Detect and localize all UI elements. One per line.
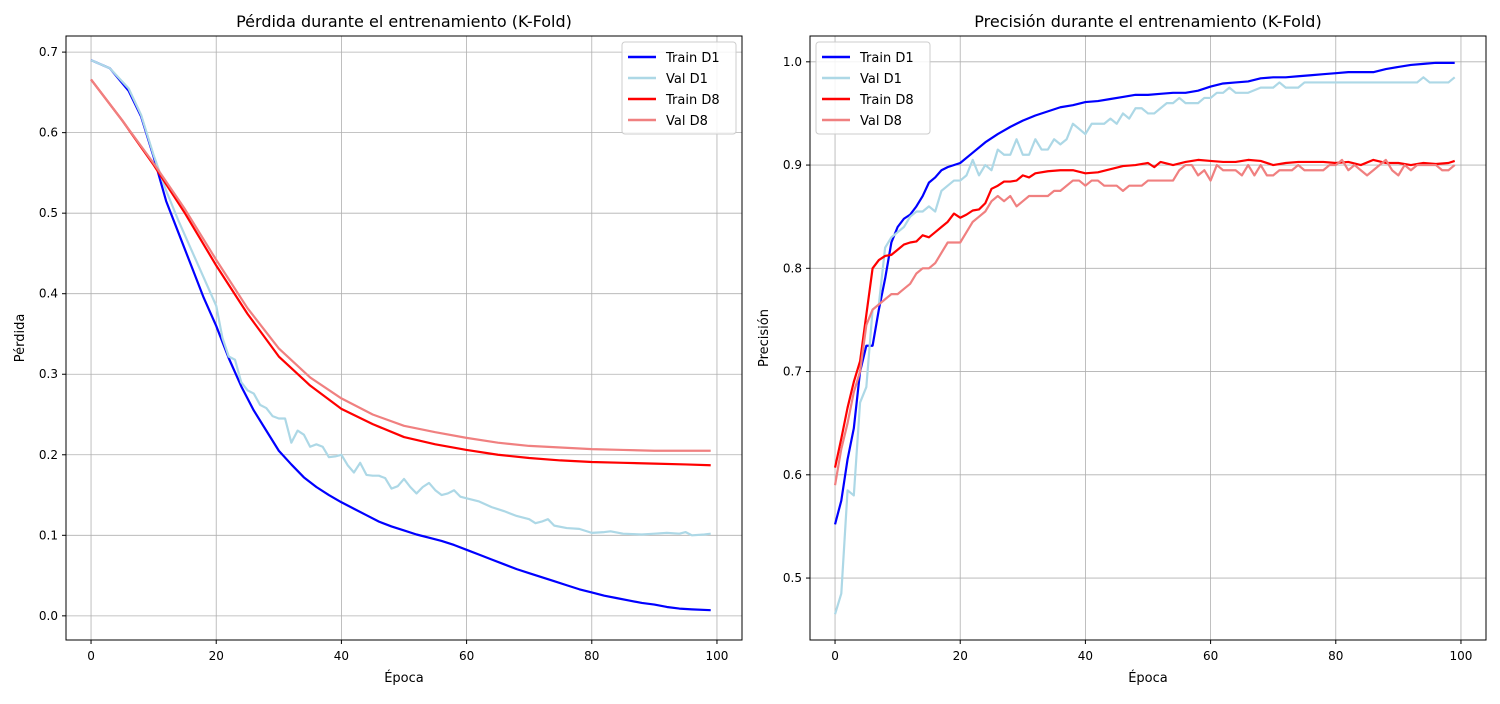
legend-label-val-d1: Val D1: [666, 72, 708, 87]
x-tick-label: 100: [706, 649, 729, 663]
series-line-train-d1: [833, 61, 1455, 525]
x-tick-label: 0: [87, 649, 95, 663]
x-tick-label: 20: [209, 649, 224, 663]
series-line-val-d8: [90, 78, 711, 452]
y-tick-label: 0.3: [39, 367, 58, 381]
y-tick-label: 0.5: [783, 571, 802, 585]
x-tick-label: 40: [334, 649, 349, 663]
y-tick-label: 1.0: [783, 55, 802, 69]
x-axis-label: Época: [384, 670, 424, 686]
legend-box: [815, 41, 931, 135]
plot-frame: [65, 35, 743, 641]
legend-label-train-d8: Train D8: [665, 93, 720, 108]
legend-label-val-d8: Val D8: [860, 114, 902, 129]
y-tick-label: 0.8: [783, 261, 802, 275]
legend: Train D1 Val D1 Train D8 Val D8: [621, 41, 737, 135]
series-line-train-d1: [90, 59, 711, 612]
y-axis-label: Precisión: [757, 309, 772, 367]
x-tick-label: 40: [1078, 649, 1093, 663]
chart-title: Pérdida durante el entrenamiento (K-Fold…: [236, 12, 572, 31]
y-tick-label: 0.9: [783, 158, 802, 172]
legend-label-train-d1: Train D1: [859, 51, 914, 66]
x-tick-label: 0: [831, 649, 839, 663]
x-tick-label: 20: [953, 649, 968, 663]
x-tick-label: 100: [1450, 649, 1473, 663]
chart-panel-2: 0 20 40 60 80 100 0.5 0.6 0.7 0.8 0.9 1.0 Precisión …: [757, 12, 1487, 686]
series-line-val-d1: [90, 59, 711, 537]
y-tick-label: 0.6: [783, 468, 802, 482]
plot-frame: [809, 35, 1487, 641]
y-tick-label: 0.5: [39, 206, 58, 220]
legend-label-train-d8: Train D8: [859, 93, 914, 108]
x-tick-label: 80: [1328, 649, 1343, 663]
series-line-train-d8: [833, 158, 1456, 468]
x-tick-label: 60: [459, 649, 474, 663]
x-axis-label: Época: [1128, 670, 1168, 686]
y-tick-label: 0.0: [39, 609, 58, 623]
x-tick-label: 80: [584, 649, 599, 663]
series-line-val-d8: [833, 158, 1456, 486]
legend-label-val-d8: Val D8: [666, 114, 708, 129]
legend-box: [621, 41, 737, 135]
legend: Train D1 Val D1 Train D8 Val D8: [815, 41, 931, 135]
chart-title: Precisión durante el entrenamiento (K-Fo…: [974, 12, 1321, 31]
y-tick-label: 0.1: [39, 528, 58, 542]
series-line-train-d8: [90, 78, 711, 467]
legend-label-val-d1: Val D1: [860, 72, 902, 87]
y-tick-label: 0.6: [39, 126, 58, 140]
y-axis-label: Pérdida: [13, 314, 28, 363]
y-tick-label: 0.7: [783, 365, 802, 379]
x-tick-label: 60: [1203, 649, 1218, 663]
y-tick-label: 0.7: [39, 45, 58, 59]
legend-label-train-d1: Train D1: [665, 51, 720, 66]
y-tick-label: 0.4: [39, 287, 58, 301]
series-line-val-d1: [833, 76, 1456, 615]
chart-panel-1: 0 20 40 60 80 100 0.0 0.1 0.2 0.3 0.4 0.5 0.6 0.7 Pérd…: [13, 12, 743, 686]
y-tick-label: 0.2: [39, 448, 58, 462]
